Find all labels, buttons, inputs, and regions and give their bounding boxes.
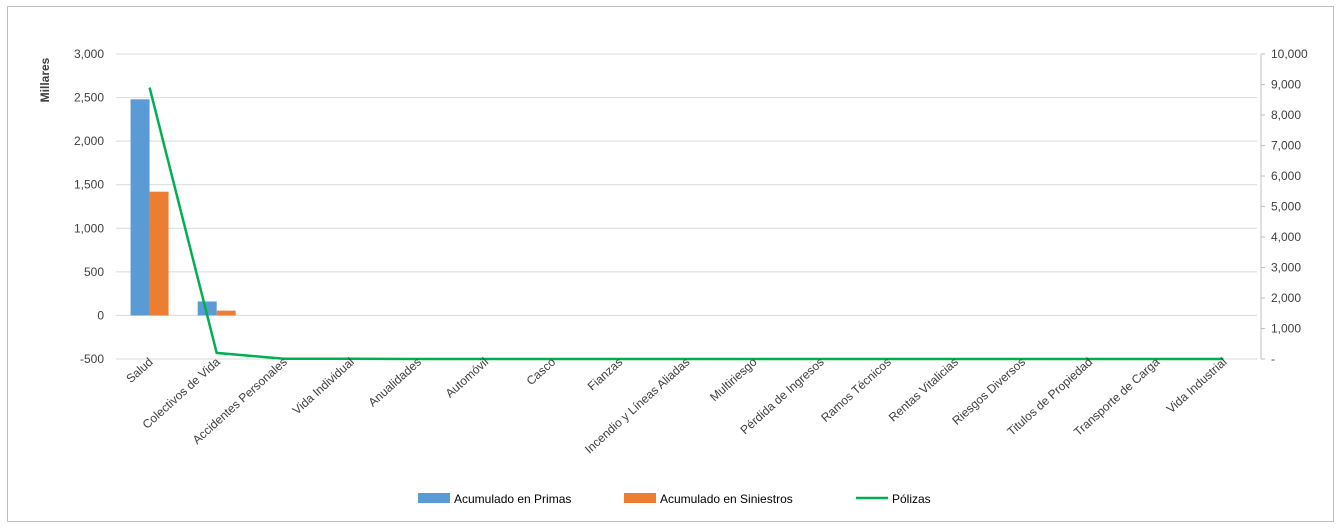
legend-label-polizas: Pólizas xyxy=(892,492,931,506)
polizas-line xyxy=(150,88,1224,359)
legend: Acumulado en Primas Acumulado en Siniest… xyxy=(418,492,931,506)
right-axis: - 1,000 2,000 3,000 4,000 5,000 6,000 7,000 8,00… xyxy=(1261,47,1308,366)
category-label: Vida Industrial xyxy=(1164,355,1230,416)
left-axis: -500 0 500 1,000 1,500 2,000 2,500 3,000 xyxy=(74,47,104,366)
chart-area: -500 0 500 1,000 1,500 2,000 2,500 3,000 - 1,000… xyxy=(7,6,1334,522)
left-tick-label: 1,000 xyxy=(74,221,104,235)
category-label: Ramos Técnicos xyxy=(818,355,894,425)
legend-swatch-siniestros xyxy=(624,493,656,503)
bar xyxy=(131,99,150,315)
left-tick-label: 0 xyxy=(97,308,104,322)
line-series xyxy=(150,88,1224,359)
right-tick-label: 9,000 xyxy=(1271,78,1301,92)
right-tick-label: 3,000 xyxy=(1271,261,1301,275)
right-tick-label: 1,000 xyxy=(1271,322,1301,336)
bar xyxy=(150,192,169,316)
category-label: Multiriesgo xyxy=(707,355,760,404)
category-label: Automóvil xyxy=(443,355,492,401)
left-tick-label: 1,500 xyxy=(74,178,104,192)
right-tick-label: 7,000 xyxy=(1271,139,1301,153)
bar xyxy=(217,311,236,316)
category-label: Fianzas xyxy=(585,355,626,394)
category-label: Vida Individual xyxy=(290,355,357,417)
y-axis-title: Millares xyxy=(38,57,52,102)
right-tick-label: 6,000 xyxy=(1271,169,1301,183)
left-tick-label: 2,000 xyxy=(74,134,104,148)
right-tick-label: 2,000 xyxy=(1271,291,1301,305)
legend-swatch-primas xyxy=(418,493,450,503)
bars xyxy=(131,99,236,315)
legend-label-siniestros: Acumulado en Siniestros xyxy=(660,492,793,506)
left-tick-label: -500 xyxy=(80,352,104,366)
right-tick-label: - xyxy=(1271,352,1275,366)
combo-chart: -500 0 500 1,000 1,500 2,000 2,500 3,000 - 1,000… xyxy=(8,7,1333,521)
gridlines xyxy=(116,54,1257,359)
right-tick-label: 5,000 xyxy=(1271,200,1301,214)
right-tick-label: 10,000 xyxy=(1271,47,1308,61)
left-tick-label: 500 xyxy=(84,265,104,279)
right-tick-label: 4,000 xyxy=(1271,230,1301,244)
category-label: Rentas Vitalicias xyxy=(886,355,961,425)
right-tick-label: 8,000 xyxy=(1271,108,1301,122)
category-label: Anualidades xyxy=(366,355,424,410)
left-tick-label: 3,000 xyxy=(74,47,104,61)
left-tick-label: 2,500 xyxy=(74,91,104,105)
legend-label-primas: Acumulado en Primas xyxy=(454,492,571,506)
